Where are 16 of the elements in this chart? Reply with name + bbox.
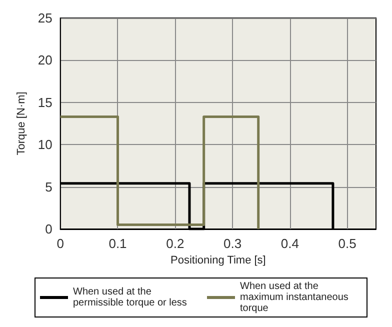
y-tick-label: 0 (45, 222, 52, 236)
x-tick-label: 0.2 (166, 236, 184, 251)
y-tick-label: 15 (38, 94, 52, 110)
y-tick-label: 5 (45, 179, 52, 194)
x-tick-label: 0.5 (338, 236, 356, 251)
y-tick-label: 10 (38, 137, 52, 152)
x-tick-label: 0.1 (108, 236, 127, 251)
y-tick-label: 25 (38, 10, 52, 26)
x-tick-label: 0 (56, 236, 64, 251)
x-axis-title: Positioning Time [s] (170, 254, 266, 266)
y-tick-label: 20 (38, 52, 52, 68)
legend-label: When used at the maximum instantaneous torque (240, 281, 352, 314)
x-tick-label: 0.4 (280, 236, 299, 251)
legend-label: When used at the permissible torque or less (73, 286, 187, 308)
y-axis-title: Torque [N·m] (16, 92, 28, 156)
x-tick-label: 0.3 (223, 236, 242, 251)
